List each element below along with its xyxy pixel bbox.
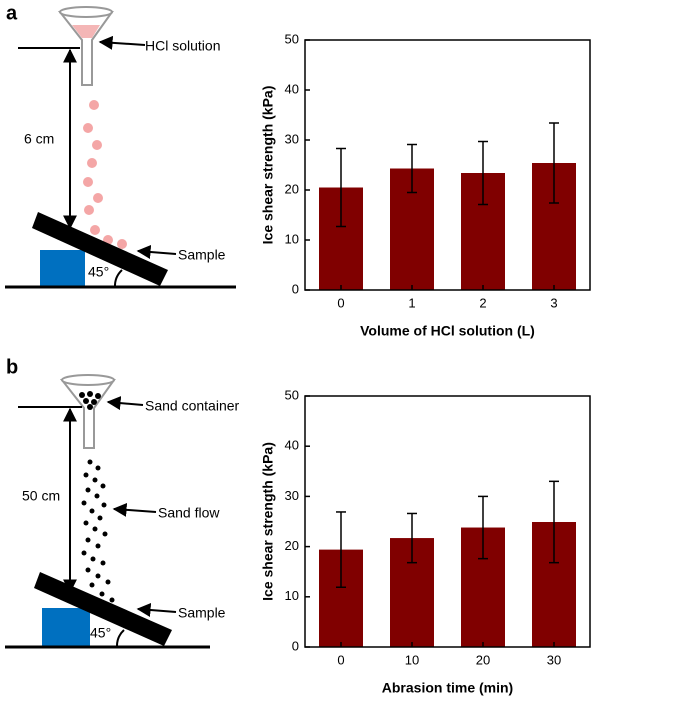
diagram-a: a HCl solution 6 cm Sample 45°: [5, 2, 236, 289]
y-tick-label: 20: [285, 538, 299, 553]
x-tick-label: 1: [408, 295, 415, 310]
x-tick-label: 3: [550, 295, 557, 310]
x-tick-label: 30: [547, 652, 561, 667]
plot-frame: [304, 39, 591, 291]
x-tick-label: 20: [476, 652, 490, 667]
funnel-label: Sand container: [145, 398, 240, 414]
x-tick-label: 0: [337, 295, 344, 310]
height-label: 6 cm: [24, 131, 54, 147]
x-axis-label: Abrasion time (min): [382, 680, 513, 696]
panel-label: a: [6, 2, 18, 24]
y-axis-label: Ice shear strength (kPa): [260, 442, 276, 601]
x-tick-label: 10: [405, 652, 419, 667]
funnel-label: HCl solution: [145, 38, 220, 54]
y-tick-label: 30: [285, 488, 299, 503]
diagram-b: b Sand container 50 cm Sand flow Sample …: [5, 356, 240, 649]
y-tick-label: 10: [285, 588, 299, 603]
y-tick-label: 40: [285, 81, 299, 96]
x-axis-label: Volume of HCl solution (L): [360, 323, 535, 339]
y-tick-label: 30: [285, 131, 299, 146]
plot-frame: [304, 395, 591, 648]
sample-label: Sample: [178, 605, 226, 621]
x-tick-label: 2: [479, 295, 486, 310]
y-tick-label: 50: [285, 387, 299, 402]
y-tick-label: 0: [292, 281, 299, 296]
x-tick-label: 0: [337, 652, 344, 667]
sample-label: Sample: [178, 247, 226, 263]
flow-label: Sand flow: [158, 505, 220, 521]
panel-label: b: [6, 356, 18, 378]
angle-label: 45°: [90, 625, 111, 641]
height-label: 50 cm: [22, 488, 60, 504]
y-tick-label: 10: [285, 231, 299, 246]
y-tick-label: 40: [285, 438, 299, 453]
y-axis-label: Ice shear strength (kPa): [260, 86, 276, 245]
y-tick-label: 20: [285, 181, 299, 196]
angle-label: 45°: [88, 264, 109, 280]
y-tick-label: 50: [285, 31, 299, 46]
y-tick-label: 0: [292, 638, 299, 653]
